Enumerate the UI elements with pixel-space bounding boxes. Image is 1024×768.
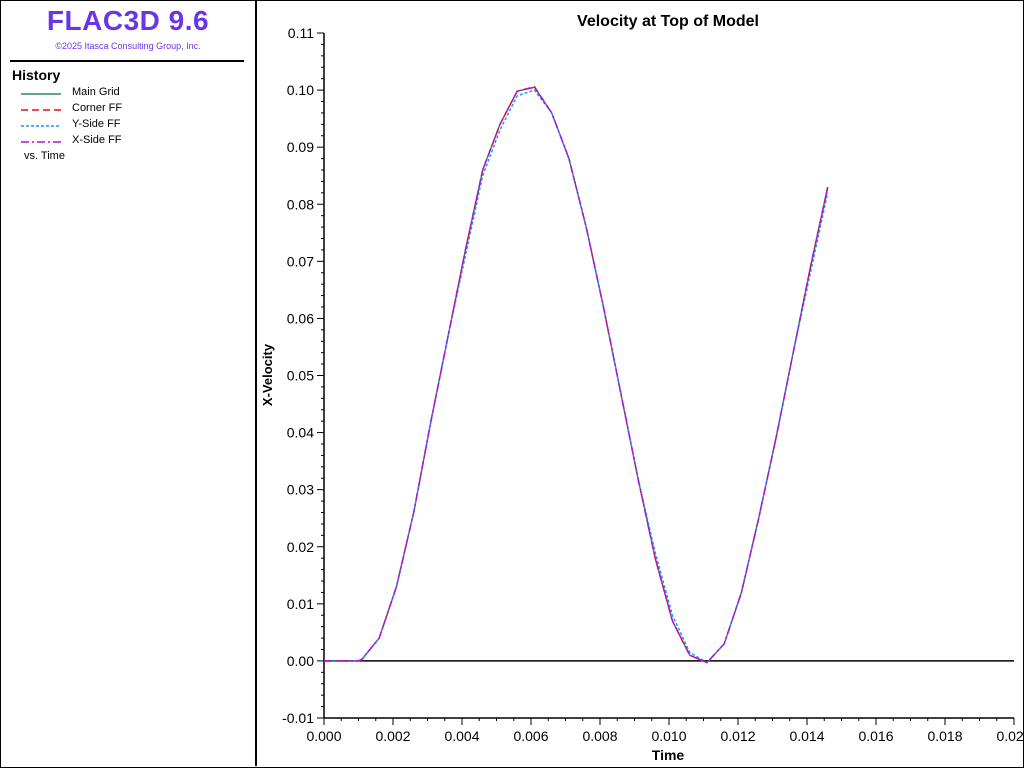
y-tick-label: -0.01 bbox=[282, 710, 314, 726]
x-tick-label: 0.010 bbox=[651, 728, 686, 744]
legend-label-corner-ff: Corner FF bbox=[72, 102, 123, 114]
y-tick-label: 0.08 bbox=[287, 196, 314, 212]
axes: -0.01 0.00 0.01 0.02 0.03 0.04 0.05 0.06 0.07 0.0… bbox=[282, 25, 1024, 744]
y-tick-label: 0.11 bbox=[288, 25, 314, 41]
y-tick-label: 0.03 bbox=[287, 482, 314, 498]
y-tick-label: 0.02 bbox=[287, 539, 314, 555]
sidebar-divider bbox=[10, 60, 244, 62]
series-line-x-side-ff bbox=[324, 86, 829, 664]
chart-title: Velocity at Top of Model bbox=[577, 13, 759, 30]
y-tick-label: 0.04 bbox=[287, 425, 314, 441]
x-tick-label: 0.018 bbox=[927, 728, 962, 744]
x-tick-label: 0.016 bbox=[858, 728, 893, 744]
series-layer bbox=[324, 85, 829, 664]
legend-swatch-main-grid bbox=[21, 93, 61, 95]
legend-swatch-y-side-ff bbox=[21, 125, 61, 127]
app-title: FLAC3D 9.6 bbox=[46, 5, 210, 36]
y-tick-label: 0.01 bbox=[287, 596, 314, 612]
x-tick-label: 0.002 bbox=[375, 728, 410, 744]
y-tick-label: 0.05 bbox=[287, 368, 314, 384]
y-axis-label: X-Velocity bbox=[260, 343, 275, 406]
y-tick-label: 0.09 bbox=[287, 139, 314, 155]
legend-sidebar: FLAC3D 9.6 ©2025 Itasca Consulting Group… bbox=[1, 1, 257, 766]
y-tick-label: 0.00 bbox=[287, 653, 314, 669]
y-tick-label: 0.07 bbox=[287, 253, 314, 269]
x-tick-label: 0.004 bbox=[444, 728, 479, 744]
x-tick-label: 0.014 bbox=[789, 728, 824, 744]
legend-label-main-grid: Main Grid bbox=[72, 86, 120, 98]
copyright-notice: ©2025 Itasca Consulting Group, Inc. bbox=[55, 41, 201, 51]
chart-area: Velocity at Top of Model -0.01 0.00 0.01 0.… bbox=[260, 13, 1024, 763]
series-line-y-side-ff bbox=[324, 89, 829, 664]
legend-item-main-grid: Main Grid bbox=[21, 86, 241, 102]
y-tick-label: 0.10 bbox=[287, 82, 314, 98]
y-tick-label: 0.06 bbox=[287, 310, 314, 326]
legend-item-x-side-ff: X-Side FF bbox=[21, 134, 241, 150]
x-tick-label: 0.000 bbox=[306, 728, 341, 744]
history-heading: History bbox=[12, 67, 61, 83]
legend-swatch-corner-ff bbox=[21, 109, 61, 111]
x-axis-label: Time bbox=[652, 747, 685, 763]
legend-item-y-side-ff: Y-Side FF bbox=[21, 118, 241, 134]
legend-item-corner-ff: Corner FF bbox=[21, 102, 241, 118]
x-tick-label: 0.006 bbox=[513, 728, 548, 744]
legend-vs-time: vs. Time bbox=[24, 150, 65, 162]
x-tick-label: 0.008 bbox=[582, 728, 617, 744]
x-tick-label: 0.020 bbox=[996, 728, 1024, 744]
legend-swatch-x-side-ff bbox=[21, 141, 61, 143]
legend-label-x-side-ff: X-Side FF bbox=[72, 134, 122, 146]
legend-label-y-side-ff: Y-Side FF bbox=[72, 118, 121, 130]
x-tick-label: 0.012 bbox=[720, 728, 755, 744]
